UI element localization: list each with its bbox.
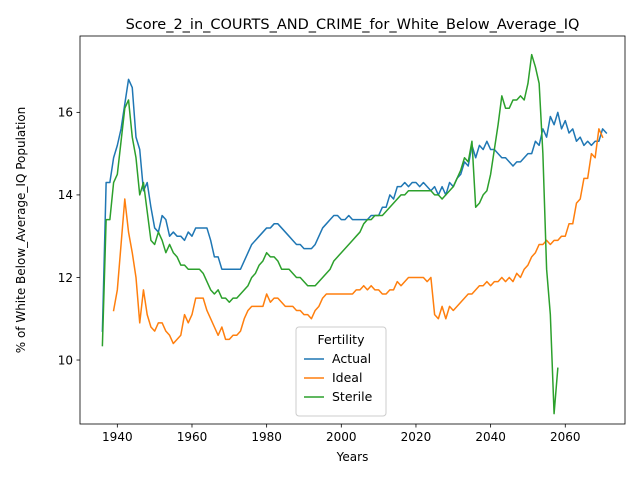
x-axis-label: Years — [336, 450, 369, 464]
legend: Fertility Actual Ideal Sterile — [295, 326, 387, 417]
legend-title: Fertility — [318, 332, 366, 347]
series-line-actual — [101, 78, 608, 332]
y-tick-label: 12 — [58, 271, 73, 285]
x-tick-label: 2060 — [550, 430, 581, 444]
legend-label-actual: Actual — [332, 351, 371, 366]
plot-frame — [79, 35, 626, 425]
y-axis: 10 12 14 16 — [58, 106, 80, 367]
series-line-ideal — [112, 128, 604, 345]
x-tick-label: 1940 — [102, 430, 133, 444]
legend-label-sterile: Sterile — [332, 389, 373, 404]
x-tick-label: 1980 — [251, 430, 282, 444]
x-tick-label: 1960 — [177, 430, 208, 444]
x-tick-label: 2040 — [475, 430, 506, 444]
legend-items: Actual Ideal Sterile — [304, 351, 373, 404]
x-tick-label: 2020 — [401, 430, 432, 444]
y-tick-label: 14 — [58, 188, 73, 202]
y-axis-label: % of White Below_Average_IQ Population — [14, 107, 28, 354]
x-tick-label: 2000 — [326, 430, 357, 444]
chart-title: Score_2_in_COURTS_AND_CRIME_for_White_Be… — [126, 17, 580, 33]
x-axis: 1940 1960 1980 2000 2020 2040 2060 — [102, 424, 581, 444]
y-tick-label: 16 — [58, 106, 73, 120]
legend-box — [295, 326, 387, 417]
y-tick-label: 10 — [58, 353, 73, 367]
legend-label-ideal: Ideal — [332, 370, 362, 385]
series-layer — [101, 53, 608, 415]
series-line-sterile — [101, 53, 559, 415]
